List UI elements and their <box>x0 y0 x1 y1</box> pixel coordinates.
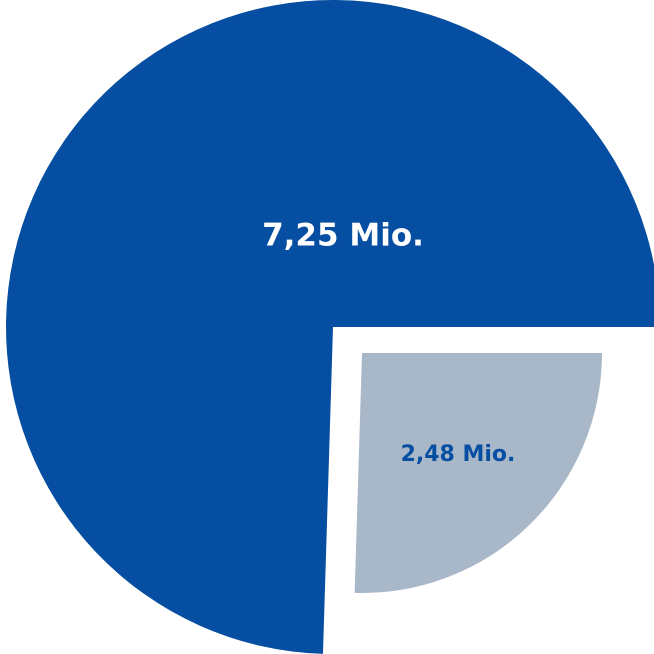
pie-slice-1 <box>354 353 603 594</box>
pie-slice-label-0: 7,25 Mio. <box>262 218 424 254</box>
pie-slice-label-1: 2,48 Mio. <box>401 442 516 467</box>
pie-slice-0 <box>6 0 654 654</box>
pie-labels: 2,48 Mio. 7,25 Mio. <box>262 218 515 468</box>
pie-slices <box>6 0 654 654</box>
